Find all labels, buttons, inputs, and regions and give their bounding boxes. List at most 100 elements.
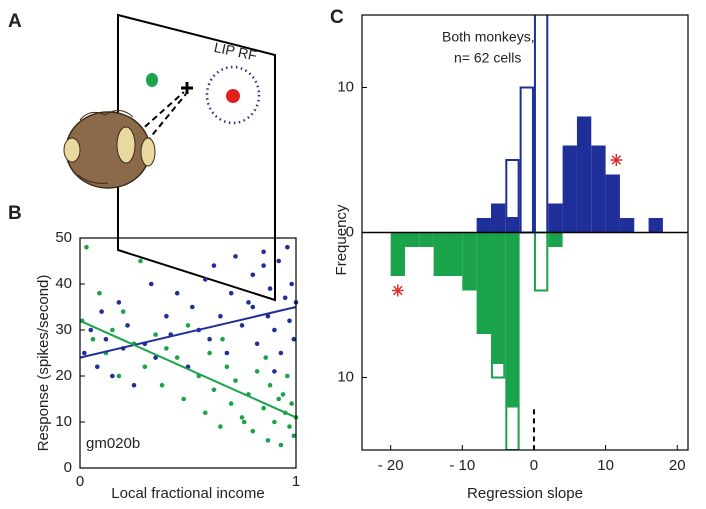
fixation: [181, 82, 193, 94]
point: [174, 290, 180, 296]
bar-filled: [490, 203, 506, 233]
y-tick-label: 0: [346, 223, 354, 240]
annotation: n= 62 cells: [454, 50, 521, 66]
point: [261, 249, 266, 255]
green-target: [146, 73, 158, 87]
bar-filled: [505, 218, 520, 233]
point: [211, 263, 217, 268]
point: [116, 300, 122, 305]
point: [278, 442, 284, 448]
y-axis-label: Frequency: [333, 204, 350, 275]
point: [254, 341, 260, 347]
point: [190, 304, 195, 310]
point: [116, 373, 122, 379]
point: [218, 424, 223, 429]
point: [246, 300, 251, 305]
point: [181, 396, 186, 402]
point: [164, 313, 169, 319]
bar-filled: [648, 218, 663, 233]
bar-open: [505, 405, 520, 450]
point: [207, 336, 212, 342]
y-tick-label: 0: [64, 459, 72, 476]
point: [272, 419, 277, 425]
point: [148, 281, 154, 287]
point: [110, 327, 115, 333]
y-tick-label: 10: [337, 78, 354, 95]
x-tick-label: 1: [292, 473, 300, 490]
point: [239, 323, 245, 328]
point: [153, 332, 158, 337]
point: [276, 258, 282, 264]
point: [241, 419, 247, 425]
point: [220, 336, 225, 342]
bar-filled: [433, 232, 448, 276]
x-axis-label: Regression slope: [467, 485, 583, 502]
point: [138, 258, 143, 264]
point: [267, 382, 273, 388]
point: [285, 373, 290, 379]
point: [289, 401, 294, 406]
point: [250, 304, 256, 310]
point: [254, 369, 260, 374]
point: [164, 346, 169, 351]
point: [202, 410, 208, 416]
bar-filled: [505, 232, 520, 407]
bar-open: [505, 159, 520, 219]
point: [218, 313, 223, 319]
point: [263, 355, 269, 360]
bar-filled: [576, 116, 592, 233]
bar-filled: [548, 203, 563, 233]
point: [82, 350, 87, 356]
bar-filled: [619, 218, 635, 233]
x-tick-label: 10: [597, 457, 614, 474]
annotation: Both monkeys,: [442, 29, 535, 45]
x-tick-label: 0: [76, 473, 84, 490]
point: [110, 373, 115, 379]
fit-line: [79, 319, 297, 419]
point: [265, 313, 271, 319]
bars: [390, 15, 663, 450]
point: [84, 244, 89, 250]
point: [272, 327, 277, 333]
bar-filled: [390, 232, 405, 276]
point: [233, 254, 238, 259]
annotation: gm020b: [86, 435, 140, 452]
bar-filled: [591, 145, 606, 233]
point: [174, 355, 180, 360]
monkey: [63, 110, 156, 189]
point: [99, 309, 104, 314]
point: [287, 318, 292, 324]
bar-filled: [462, 232, 477, 291]
bar-filled: [476, 232, 491, 334]
point: [265, 438, 271, 443]
point: [97, 290, 102, 296]
y-tick-label: 20: [55, 367, 72, 384]
point: [261, 405, 266, 411]
point: [159, 382, 165, 388]
bar-open: [533, 15, 549, 234]
point: [90, 336, 96, 342]
y-tick-label: 40: [55, 275, 72, 292]
rf-circle: [205, 65, 261, 125]
point: [103, 336, 109, 342]
point: [272, 369, 277, 374]
bar-filled: [562, 145, 577, 233]
y-tick-label: 10: [337, 368, 354, 385]
point: [120, 309, 126, 314]
point: [289, 281, 294, 287]
point: [239, 415, 245, 420]
bar-open: [533, 231, 549, 292]
point: [153, 355, 158, 360]
point: [267, 286, 273, 291]
point: [94, 364, 100, 370]
fit-line: [79, 306, 297, 359]
point: [250, 428, 256, 434]
point: [261, 263, 266, 268]
panel-label: A: [8, 11, 22, 32]
point: [282, 295, 288, 301]
y-tick-label: 30: [55, 321, 72, 338]
bar-filled: [419, 232, 434, 247]
y-tick-label: 50: [55, 229, 72, 246]
asterisk: [610, 154, 623, 166]
bar-filled: [490, 232, 506, 363]
